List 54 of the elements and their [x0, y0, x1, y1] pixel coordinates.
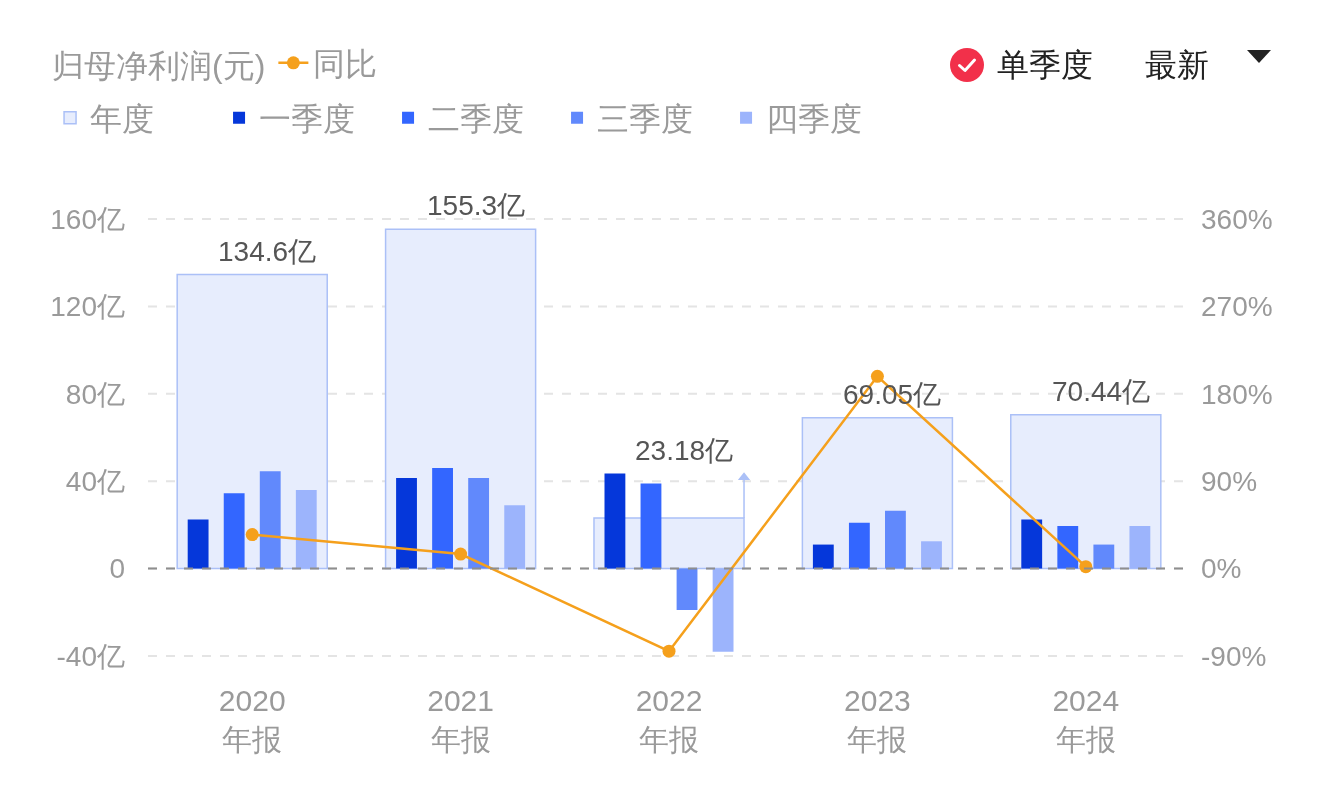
bar	[1021, 519, 1043, 569]
legend-title: 归母净利润(元)	[52, 48, 266, 85]
point	[662, 644, 676, 658]
y-tick-label: 160亿	[50, 203, 125, 235]
legend-label: 四季度	[766, 101, 863, 138]
bar	[259, 471, 281, 569]
bar	[468, 477, 490, 569]
y-tick-label: 80亿	[65, 378, 125, 410]
x-tick-label: 2022 年报	[635, 684, 703, 756]
x-tick-label: 2023 年报	[844, 684, 911, 756]
legend-label: 二季度	[428, 101, 525, 138]
legend-label: 三季度	[597, 101, 694, 138]
bar	[604, 473, 626, 569]
data-label: 23.18亿	[635, 435, 734, 466]
y2-tick-label: -90%	[1201, 640, 1267, 672]
y2-tick-label: 90%	[1201, 466, 1258, 497]
point	[870, 369, 884, 383]
y-tick-label: 120亿	[50, 291, 125, 323]
legend-label: 年度	[90, 101, 155, 138]
legend-label: 同比	[313, 46, 378, 83]
y-tick-label: 0	[109, 553, 125, 585]
y-tick-label: 40亿	[65, 466, 125, 497]
bar	[676, 568, 698, 611]
point	[245, 528, 259, 542]
bar	[1057, 525, 1079, 569]
bar	[921, 541, 942, 569]
text: 最新	[1145, 46, 1209, 85]
data-label: 70.44亿	[1052, 376, 1151, 407]
bar	[812, 544, 834, 569]
text: 单季度	[997, 46, 1093, 85]
y2-tick-label: 0%	[1201, 553, 1242, 585]
x-tick-label: 2021 年报	[427, 684, 494, 756]
bar	[848, 522, 870, 569]
y2-tick-label: 360%	[1201, 203, 1273, 235]
x-tick-label: 2020 年报	[218, 684, 286, 756]
bar	[432, 468, 453, 569]
bar	[396, 477, 417, 569]
bar	[223, 493, 245, 569]
bar	[885, 510, 906, 569]
bar	[1129, 525, 1151, 569]
y-tick-label: -40亿	[56, 640, 125, 672]
legend-label: 一季度	[259, 101, 356, 138]
bar	[504, 505, 526, 569]
bar	[640, 483, 662, 569]
data-label: 134.6亿	[218, 236, 317, 267]
bar	[295, 489, 317, 569]
data-label: 155.3亿	[427, 190, 526, 221]
x-tick-label: 2024 年报	[1052, 684, 1120, 756]
bar	[187, 519, 209, 569]
bar	[712, 568, 734, 652]
y2-tick-label: 270%	[1201, 291, 1273, 323]
y2-tick-label: 180%	[1201, 378, 1273, 410]
bar	[1093, 544, 1115, 569]
point	[454, 547, 468, 561]
